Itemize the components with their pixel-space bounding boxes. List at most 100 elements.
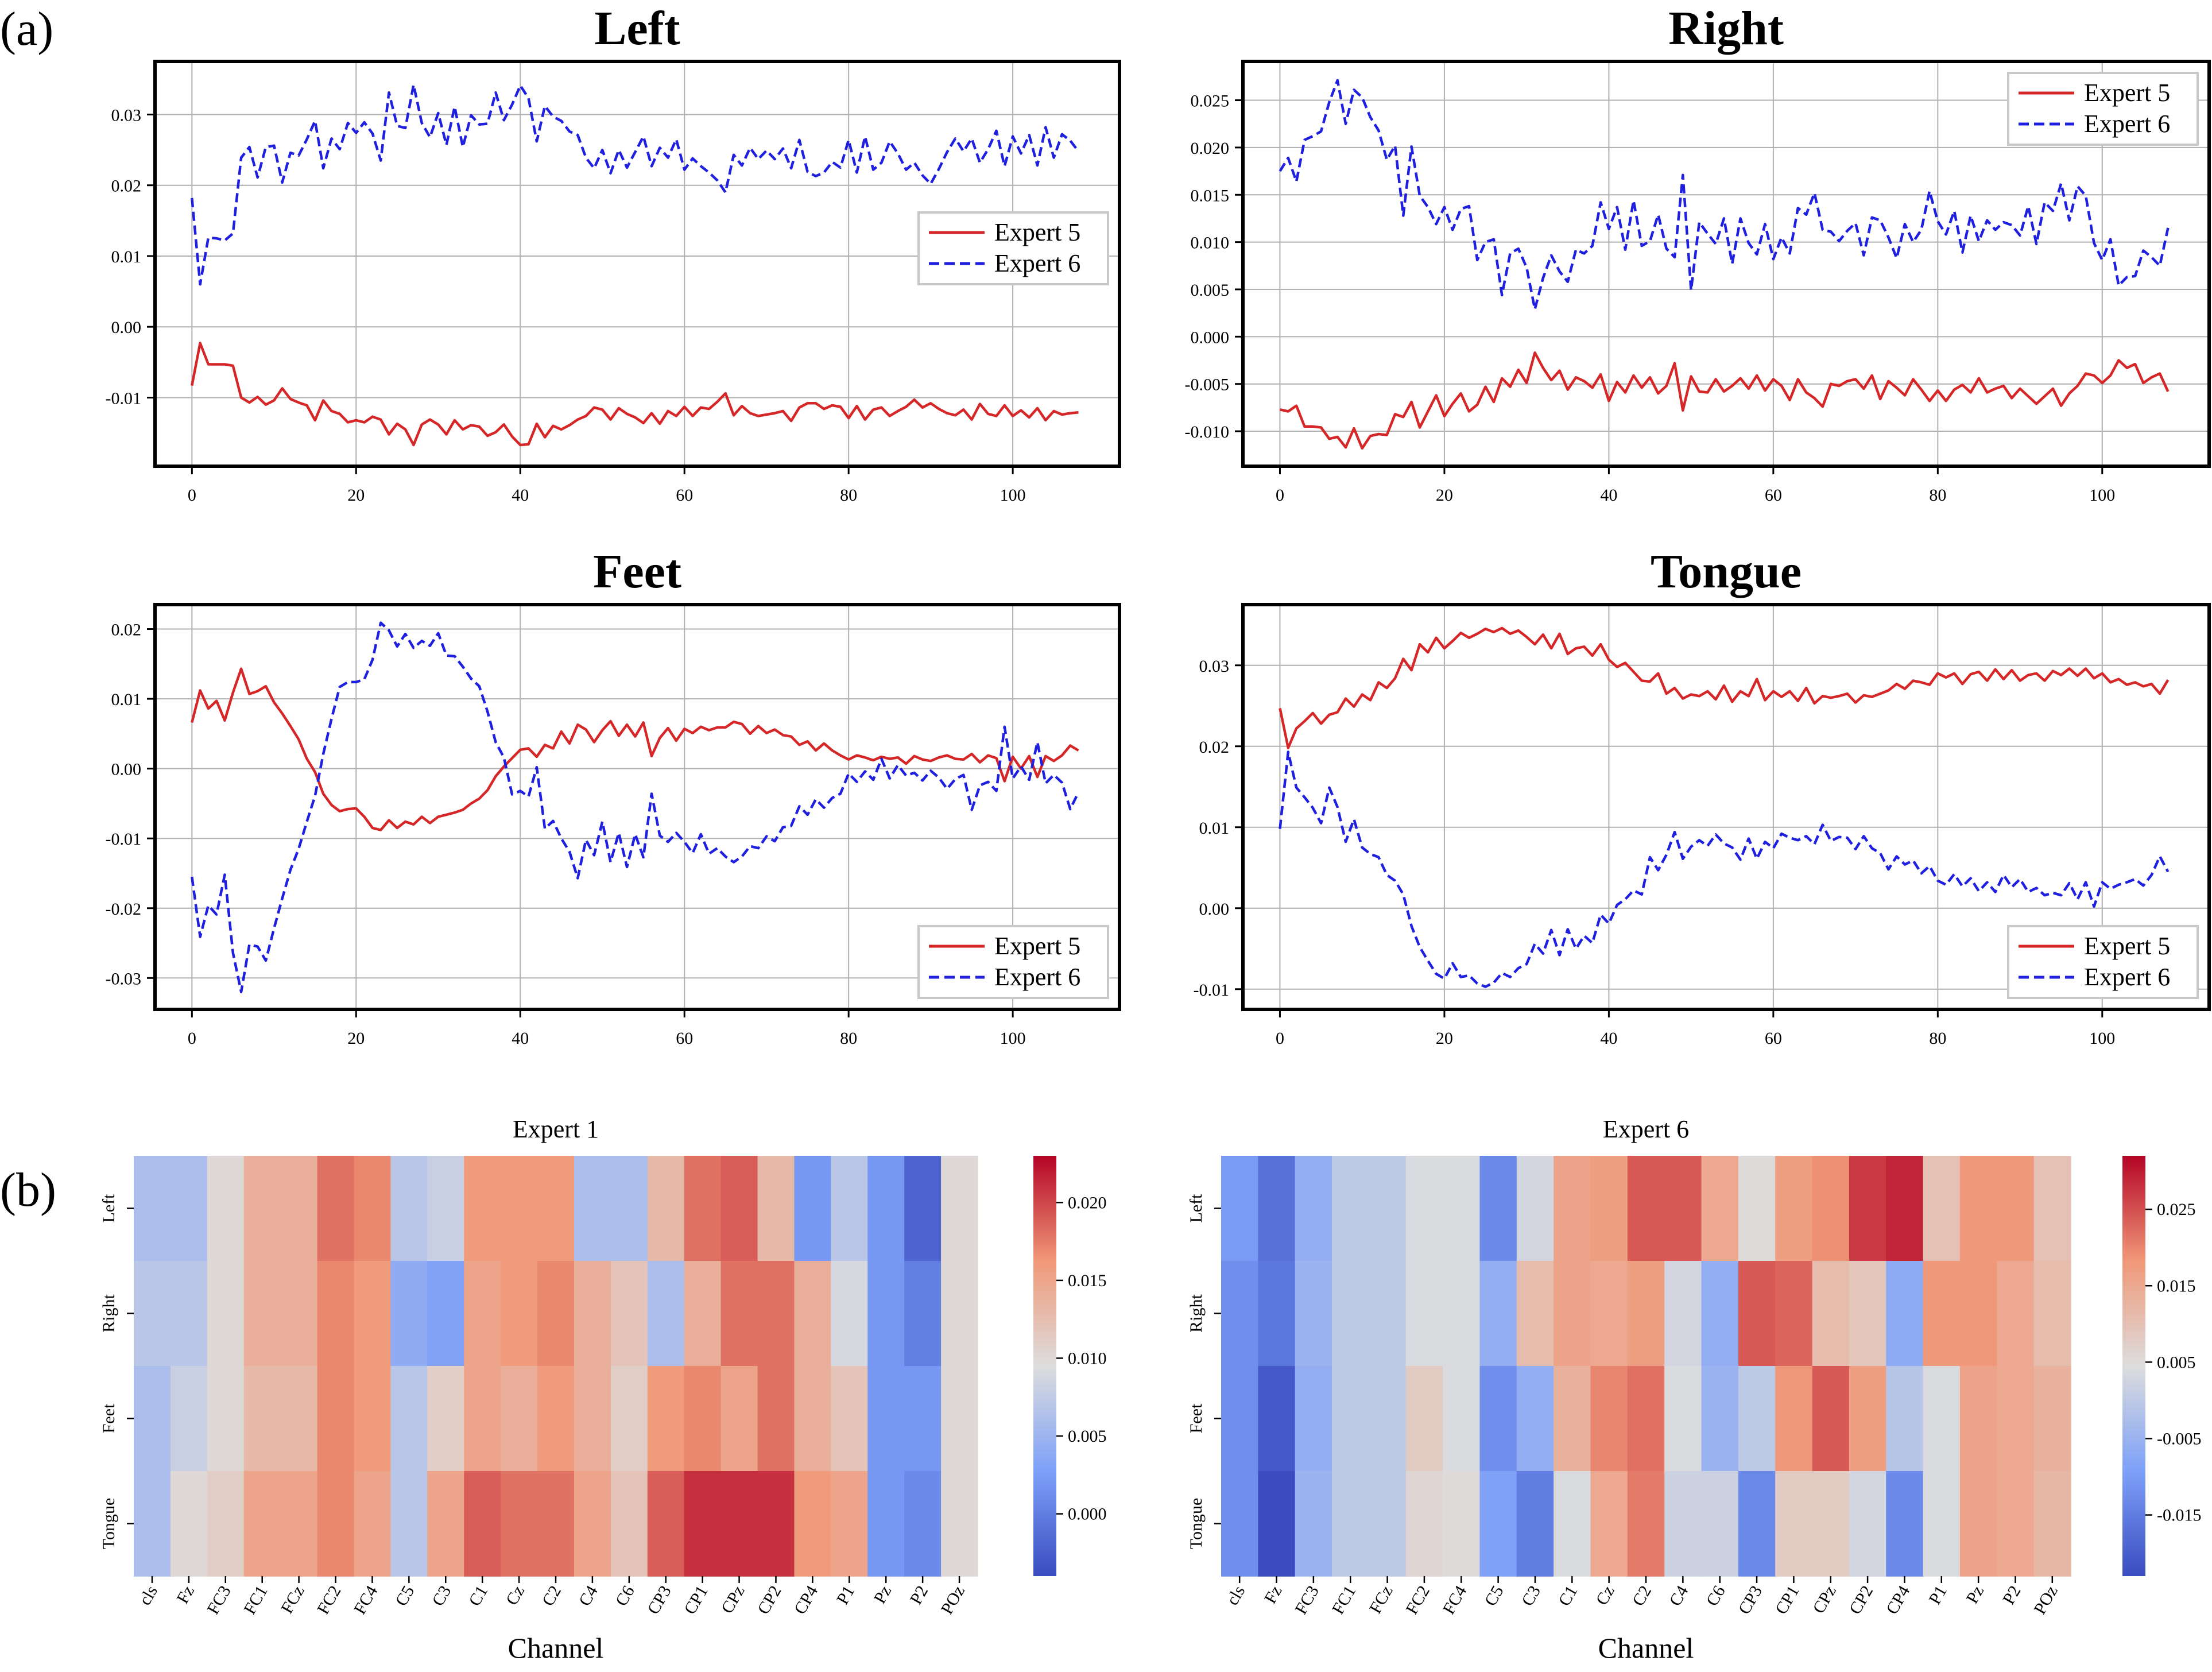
heatmap-cell [904,1156,942,1261]
column-label: FC3 [203,1582,234,1617]
heatmap-cell [390,1471,428,1577]
colorbar-tick-label: -0.005 [2157,1429,2202,1448]
heatmap-cell [684,1366,722,1472]
x-tick-label: 20 [1436,1029,1453,1048]
x-tick-label: 60 [1765,486,1782,505]
column-label: Fz [1261,1582,1286,1607]
heatmap-cell [1516,1471,1554,1577]
heatmap-cell [1516,1366,1554,1472]
x-tick-label: 40 [1600,486,1617,505]
column-label: FC2 [313,1582,344,1617]
column-label: C2 [1629,1582,1655,1609]
heatmap-cell [390,1366,428,1472]
x-tick-label: 0 [188,1029,196,1048]
column-label: FC2 [1403,1582,1434,1617]
column-label: CP2 [1846,1582,1877,1617]
x-tick-label: 100 [1000,1029,1026,1048]
x-tick-label: 100 [2089,1029,2115,1048]
y-tick-label: 0.03 [1199,657,1230,676]
chart-title: Left [594,2,680,55]
heatmap-cell [1849,1156,1887,1261]
series-line-expert-5 [1279,351,2170,450]
colorbar-tick-label: -0.015 [2157,1506,2202,1525]
column-label: FC1 [1328,1582,1359,1617]
series-line-expert-6 [191,83,1080,286]
heatmap-cell [280,1471,318,1577]
heatmap-cell [831,1471,869,1577]
column-label: P2 [1999,1582,2024,1608]
heatmap-cell [1959,1366,1998,1472]
heatmap-cell [1332,1261,1370,1367]
legend-label: Expert 5 [994,218,1080,246]
x-tick-label: 100 [1000,486,1026,505]
column-label: FCz [277,1582,308,1617]
heatmap-cell [1997,1261,2035,1367]
heatmap-cell [1221,1366,1259,1472]
heatmap-cell [243,1366,281,1472]
heatmap-cell [537,1471,575,1577]
column-label: cls [1223,1582,1249,1608]
heatmap-cell [134,1261,171,1367]
heatmap-cell [1959,1156,1998,1261]
heatmap-title: Expert 1 [513,1115,599,1143]
heatmap-cell [1516,1156,1554,1261]
heatmap-cell [1664,1366,1702,1472]
x-tick-label: 60 [676,1029,693,1048]
heatmap-cell [1405,1366,1443,1472]
heatmap-cell [867,1261,905,1367]
series-line-expert-6 [1279,79,2170,311]
heatmap-cell [1221,1261,1259,1367]
heatmap-cell [1701,1261,1739,1367]
column-label: C2 [539,1582,565,1609]
legend-box [917,925,1109,999]
heatmap-cell [1886,1156,1924,1261]
column-label: CP4 [1882,1582,1913,1617]
heatmap-cell [1516,1261,1554,1367]
x-tick-label: 20 [1436,486,1453,505]
heatmap-cell [1295,1261,1332,1367]
column-label: Cz [502,1582,528,1608]
column-label: C3 [428,1582,455,1609]
column-label: C5 [1481,1582,1508,1609]
heatmap-cell [647,1471,685,1577]
heatmap-cell [501,1261,538,1367]
y-tick-label: -0.01 [106,830,142,849]
heatmap-cell [317,1261,355,1367]
y-tick-label: -0.005 [1185,376,1230,394]
heatmap-cell [610,1156,648,1261]
x-tick-label: 80 [840,486,857,505]
legend-label: Expert 6 [2084,963,2170,991]
column-label: CP1 [1772,1582,1803,1617]
heatmap-cell [1443,1471,1481,1577]
heatmap-cell [1627,1366,1665,1472]
heatmap-cell [354,1471,392,1577]
heatmap-cell [647,1261,685,1367]
panel-label-b: (b) [0,1163,56,1217]
heatmap-cell [757,1261,795,1367]
y-tick-label: 0.02 [111,621,142,640]
heatmap-cell [904,1471,942,1577]
column-label: Pz [1963,1582,1988,1607]
heatmap-cell [1775,1471,1813,1577]
column-label: C1 [1555,1582,1581,1609]
plot-frame [153,603,1121,1011]
heatmap-cell [2033,1261,2071,1367]
row-label: Right [1187,1294,1206,1332]
heatmap-cell [574,1366,611,1472]
heatmap-xlabel: Channel [1598,1632,1694,1664]
y-tick-label: -0.010 [1185,423,1230,442]
heatmap-cell [574,1156,611,1261]
legend-label: Expert 5 [2084,79,2170,107]
series-line-expert-5 [191,667,1079,831]
line-chart-right: Right 0 20 40 60 80 100 -0.010 -0.005 0.000 0.005 0… [1185,2,2211,505]
y-tick-label: 0.01 [1199,819,1230,838]
heatmap-cell [1923,1471,1961,1577]
heatmap-cell [1369,1366,1407,1472]
heatmap-cell [354,1156,392,1261]
column-label: C4 [1665,1582,1692,1609]
x-tick-label: 20 [347,1029,365,1048]
heatmap-cell [1258,1156,1296,1261]
x-tick-label: 40 [1600,1029,1617,1048]
heatmap-cell [610,1471,648,1577]
column-label: POz [938,1582,969,1617]
